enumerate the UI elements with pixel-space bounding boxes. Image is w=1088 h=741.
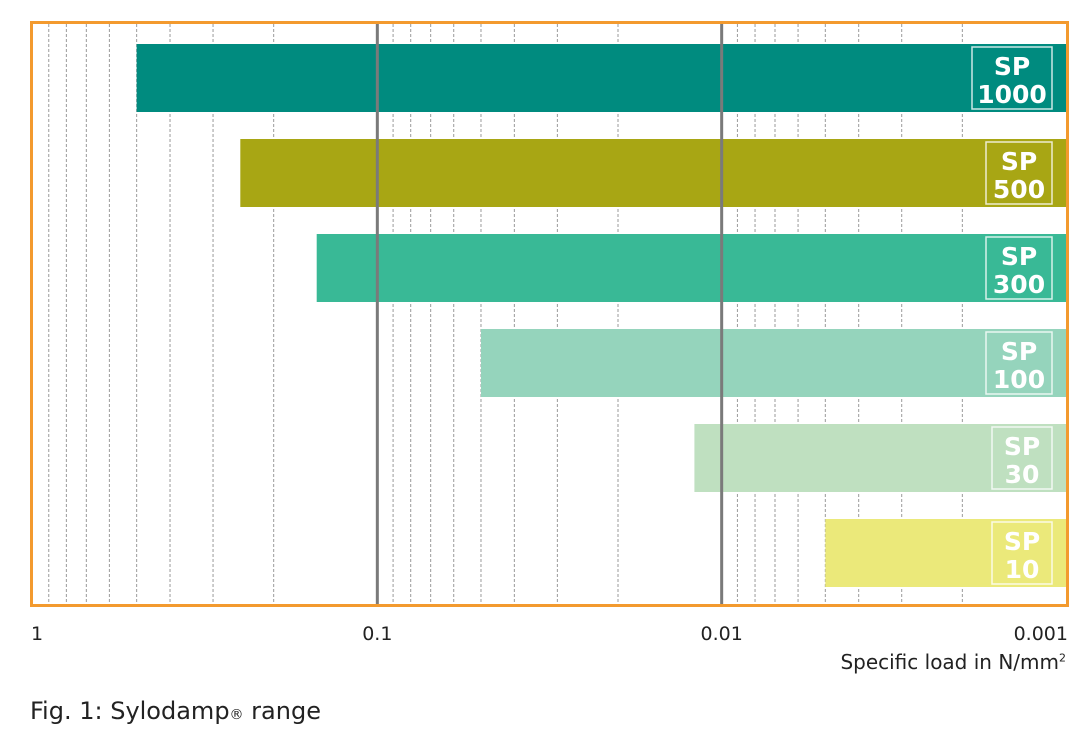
x-tick-label: 0.001 bbox=[1014, 623, 1068, 645]
bar-label-line1: SP bbox=[994, 52, 1030, 81]
plot-border bbox=[30, 21, 1069, 607]
bar-label-box bbox=[991, 426, 1053, 490]
bar-10 bbox=[825, 519, 1066, 587]
bar-label-box bbox=[971, 46, 1053, 110]
bar-label-line1: SP bbox=[1004, 432, 1040, 461]
bar-label-line1: SP bbox=[1001, 242, 1037, 271]
x-tick-label: 0.1 bbox=[362, 623, 392, 645]
bar-label-line1: SP bbox=[1004, 527, 1040, 556]
bar-label-line2: 30 bbox=[1005, 460, 1040, 489]
bar-label-line1: SP bbox=[1001, 147, 1037, 176]
bar-label-box bbox=[985, 236, 1053, 300]
x-axis-label: Specific load in N/mm2 bbox=[840, 650, 1066, 674]
bar-label-line1: SP bbox=[1001, 337, 1037, 366]
bar-label-box bbox=[985, 331, 1053, 395]
bar-30 bbox=[694, 424, 1066, 492]
bar-label-line2: 100 bbox=[993, 365, 1045, 394]
bar-label-box bbox=[991, 521, 1053, 585]
x-tick-label: 1 bbox=[31, 623, 43, 645]
bar-label-line2: 300 bbox=[993, 270, 1045, 299]
bar-1000 bbox=[136, 44, 1066, 112]
bar-label-line2: 1000 bbox=[977, 80, 1047, 109]
bar-500 bbox=[240, 139, 1066, 207]
bar-100 bbox=[480, 329, 1066, 397]
figure-caption: Fig. 1: Sylodamp® range bbox=[30, 697, 321, 725]
x-tick-label: 0.01 bbox=[701, 623, 743, 645]
bar-300 bbox=[316, 234, 1067, 302]
bar-label-line2: 500 bbox=[993, 175, 1045, 204]
bar-label-line2: 10 bbox=[1005, 555, 1040, 584]
bar-label-box bbox=[985, 141, 1053, 205]
